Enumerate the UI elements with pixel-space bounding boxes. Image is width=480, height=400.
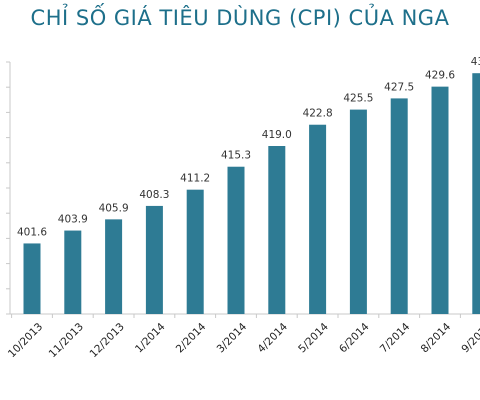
- bar-value-label: 403.9: [58, 214, 88, 226]
- bar-value-label: 405.9: [99, 202, 129, 214]
- bar: [105, 219, 123, 314]
- label-layer: 401.6 403.9 405.9 408.3 411.2 415.3 419.0 422.8…: [17, 56, 480, 238]
- chart-title: CHỈ SỐ GIÁ TIÊU DÙNG (CPI) CỦA NGA: [30, 6, 450, 30]
- bar: [145, 205, 163, 314]
- x-tick-label: 12/2013: [87, 321, 126, 360]
- x-tick-label: 2/2014: [174, 321, 209, 356]
- bar: [227, 166, 245, 314]
- bar: [349, 109, 367, 314]
- bar-value-label: 429.6: [425, 70, 455, 82]
- bar-value-label: 401.6: [17, 226, 47, 238]
- bar: [309, 124, 327, 314]
- bar-value-label: 408.3: [139, 189, 169, 201]
- bar-value-label: 425.5: [343, 93, 373, 105]
- bar: [64, 230, 82, 314]
- bar-value-label: 427.5: [384, 81, 414, 93]
- x-tick-label: 9/2014: [459, 321, 480, 356]
- bar: [472, 73, 480, 314]
- x-tick-label: 1/2014: [133, 321, 168, 356]
- x-tick-label: 11/2013: [47, 321, 86, 360]
- x-tick-label: 8/2014: [419, 321, 454, 356]
- bar: [390, 98, 408, 315]
- x-tick-label: 4/2014: [255, 321, 290, 356]
- x-tick-label: 6/2014: [337, 321, 372, 356]
- x-tick-label: 3/2014: [215, 321, 250, 356]
- bar-value-label: 415.3: [221, 150, 251, 162]
- bar: [431, 86, 449, 314]
- bar: [268, 146, 286, 314]
- bar-value-label: 411.2: [180, 173, 210, 185]
- bar-value-label: 432: [471, 56, 480, 68]
- bar: [186, 189, 204, 314]
- tick-layer: 10/2013 11/2013 12/2013 1/2014 2/2014 3/2014 4…: [6, 321, 480, 361]
- x-tick-label: 10/2013: [6, 321, 45, 360]
- bar-value-label: 419.0: [262, 129, 292, 141]
- bar-value-label: 422.8: [303, 108, 333, 120]
- x-tick-label: 5/2014: [296, 321, 331, 356]
- x-tick-label: 7/2014: [378, 321, 413, 356]
- bar-layer: [23, 73, 480, 315]
- bar: [23, 243, 41, 314]
